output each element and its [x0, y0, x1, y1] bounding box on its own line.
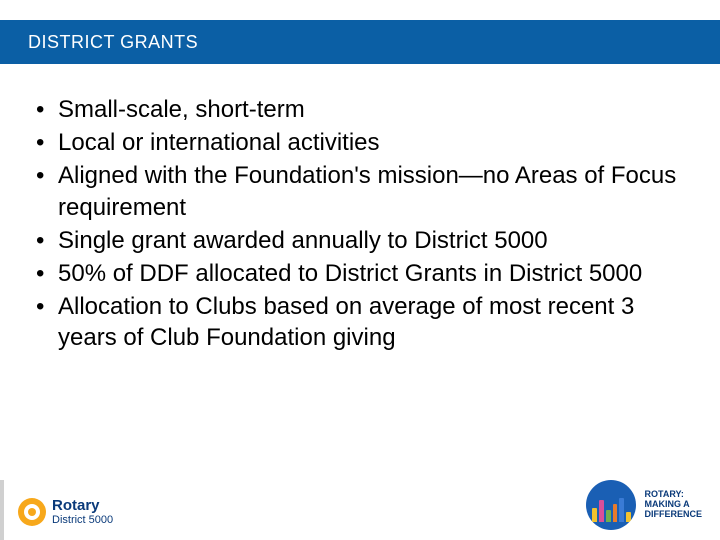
- bullet-item: Single grant awarded annually to Distric…: [30, 225, 690, 256]
- footer-left-text: Rotary District 5000: [52, 498, 113, 526]
- theme-badge-icon: [586, 480, 636, 530]
- building-icon: [626, 512, 631, 522]
- building-icon: [619, 498, 624, 522]
- rotary-gear-icon: [18, 498, 46, 526]
- footer-right-theme: ROTARY: MAKING A DIFFERENCE: [586, 480, 702, 530]
- decorative-edge: [0, 480, 4, 540]
- building-icon: [599, 500, 604, 522]
- slide-container: DISTRICT GRANTS Small-scale, short-term …: [0, 0, 720, 540]
- header-title: DISTRICT GRANTS: [28, 32, 198, 53]
- district-name: District 5000: [52, 515, 113, 526]
- org-name: Rotary: [52, 498, 113, 513]
- building-icon: [606, 510, 611, 522]
- bullet-item: Local or international activities: [30, 127, 690, 158]
- building-icon: [613, 504, 618, 522]
- bullet-item: Allocation to Clubs based on average of …: [30, 291, 690, 353]
- header-bar: DISTRICT GRANTS: [0, 20, 720, 64]
- footer-left-logo: Rotary District 5000: [18, 498, 113, 526]
- skyline-icon: [592, 496, 630, 522]
- bullet-list: Small-scale, short-term Local or interna…: [30, 94, 690, 356]
- building-icon: [592, 508, 597, 522]
- gear-dot: [28, 508, 36, 516]
- bullet-item: Aligned with the Foundation's mission—no…: [30, 160, 690, 222]
- theme-line: DIFFERENCE: [644, 510, 702, 520]
- bullet-item: Small-scale, short-term: [30, 94, 690, 125]
- bullet-item: 50% of DDF allocated to District Grants …: [30, 258, 690, 289]
- theme-text: ROTARY: MAKING A DIFFERENCE: [644, 490, 702, 520]
